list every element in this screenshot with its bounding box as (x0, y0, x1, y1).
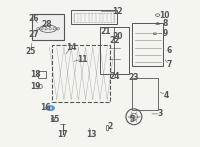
Bar (32, 14, 64, 40)
Text: 11: 11 (77, 55, 88, 64)
Text: 25: 25 (26, 47, 36, 56)
Text: 14: 14 (66, 43, 76, 52)
Text: 23: 23 (128, 73, 138, 82)
Bar (38, 71, 46, 78)
Text: 22: 22 (109, 36, 120, 45)
Text: 19: 19 (30, 82, 40, 91)
Text: 13: 13 (86, 130, 97, 139)
Bar (71, 10, 117, 24)
Text: 28: 28 (41, 20, 52, 29)
Text: 2: 2 (107, 122, 113, 131)
Text: 4: 4 (164, 91, 169, 100)
Text: 9: 9 (162, 29, 168, 38)
Bar (52, 45, 110, 102)
Bar (100, 27, 129, 74)
Text: 26: 26 (28, 14, 39, 23)
Bar (132, 78, 158, 110)
Text: 16: 16 (40, 103, 50, 112)
Text: 3: 3 (158, 109, 163, 118)
Text: 7: 7 (167, 60, 172, 69)
Text: 12: 12 (112, 7, 123, 16)
Text: 5: 5 (129, 115, 134, 124)
Bar (132, 23, 163, 66)
Text: 17: 17 (57, 130, 68, 139)
Text: 8: 8 (162, 19, 168, 28)
Bar (106, 125, 108, 131)
Ellipse shape (46, 106, 54, 110)
Text: 18: 18 (30, 70, 40, 79)
Bar (74, 13, 114, 22)
Text: 27: 27 (28, 30, 39, 39)
Text: 24: 24 (109, 72, 120, 81)
Text: 20: 20 (112, 31, 123, 41)
Text: 15: 15 (49, 115, 59, 124)
Text: 10: 10 (160, 11, 170, 20)
Text: 21: 21 (101, 27, 111, 36)
Text: 6: 6 (167, 46, 172, 55)
Ellipse shape (48, 107, 53, 109)
